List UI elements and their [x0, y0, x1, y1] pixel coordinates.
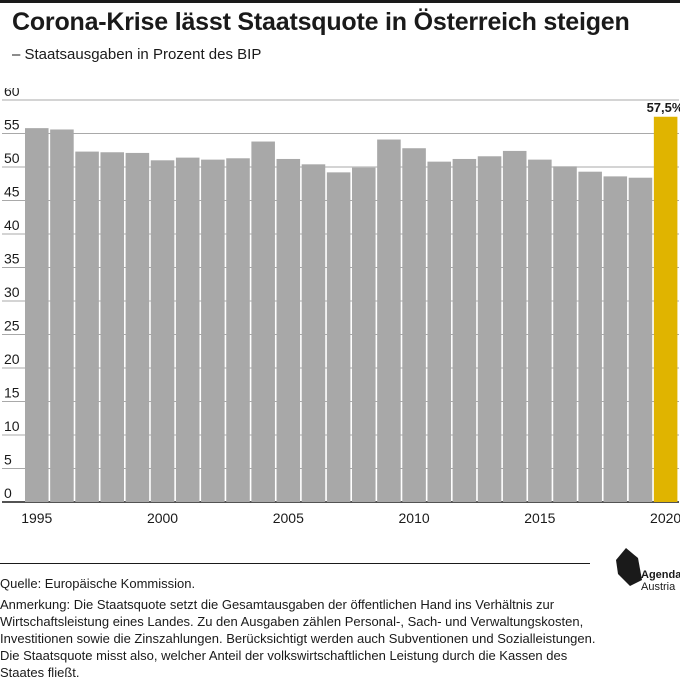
agenda-austria-logo-icon — [616, 548, 642, 586]
y-axis-ticks: 0 5 10 15 20 25 30 35 40 45 50 55 60 — [4, 88, 20, 501]
data-labels: 57,5% — [647, 100, 680, 115]
bar-2006 — [301, 164, 326, 502]
y-tick-label: 10 — [4, 418, 20, 434]
bar-2001 — [175, 157, 200, 502]
bar-2007 — [326, 172, 351, 503]
bar-2015 — [528, 159, 552, 502]
top-rule — [0, 0, 680, 3]
logo-line1: Agenda — [641, 569, 680, 581]
logo-line2: Austria — [641, 581, 676, 593]
note-text: Anmerkung: Die Staatsquote setzt die Ges… — [0, 597, 596, 680]
y-tick-label: 35 — [4, 251, 20, 267]
bar-2005 — [276, 158, 301, 502]
bar-2014 — [502, 150, 527, 503]
bar-2017 — [578, 171, 602, 502]
bar-2009 — [377, 139, 401, 502]
y-tick-label: 0 — [4, 485, 12, 501]
bar-2018 — [603, 176, 628, 502]
bar-2013 — [477, 156, 502, 502]
x-tick-label: 2015 — [524, 510, 555, 526]
y-tick-label: 60 — [4, 88, 20, 99]
y-tick-label: 45 — [4, 184, 20, 200]
bar-2003 — [226, 158, 250, 502]
y-tick-label: 25 — [4, 318, 20, 334]
bar-2012 — [452, 158, 477, 502]
bar-2000 — [150, 160, 175, 503]
bar-1995 — [25, 128, 49, 502]
y-tick-label: 5 — [4, 452, 12, 468]
bar-2011 — [427, 161, 452, 502]
bar-2010 — [402, 148, 426, 503]
bar-2008 — [352, 167, 376, 503]
bar-2004 — [251, 141, 275, 502]
x-tick-label: 2010 — [399, 510, 430, 526]
footer-rule — [0, 563, 590, 564]
bar-1996 — [50, 129, 74, 503]
y-tick-label: 30 — [4, 284, 20, 300]
y-tick-label: 15 — [4, 385, 20, 401]
data-label: 57,5% — [647, 100, 680, 115]
bar-1999 — [125, 152, 150, 502]
bar-2016 — [553, 166, 577, 502]
x-tick-label: 2000 — [147, 510, 178, 526]
y-tick-label: 50 — [4, 150, 20, 166]
x-axis-ticks: 1995 2000 2005 2010 2015 2020 — [21, 510, 680, 526]
y-tick-label: 20 — [4, 351, 20, 367]
x-tick-label: 2020 — [650, 510, 680, 526]
x-tick-label: 1995 — [21, 510, 52, 526]
chart-subtitle: – Staatsausgaben in Prozent des BIP — [12, 46, 262, 63]
bar-2020 — [653, 116, 678, 502]
y-tick-label: 40 — [4, 217, 20, 233]
bar-chart: 0 5 10 15 20 25 30 35 40 45 50 55 60 1995 2000 2005 201… — [2, 88, 680, 526]
y-tick-label: 55 — [4, 117, 20, 133]
bar-1997 — [75, 151, 99, 502]
chart-title: Corona-Krise lässt Staatsquote in Österr… — [12, 8, 630, 36]
bar-2019 — [628, 177, 653, 502]
x-tick-label: 2005 — [273, 510, 304, 526]
source-text: Quelle: Europäische Kommission. — [0, 576, 196, 591]
bar-1998 — [100, 152, 125, 502]
bar-2002 — [201, 159, 225, 502]
bars — [25, 116, 678, 503]
logo-text: Agenda Austria — [641, 569, 680, 593]
